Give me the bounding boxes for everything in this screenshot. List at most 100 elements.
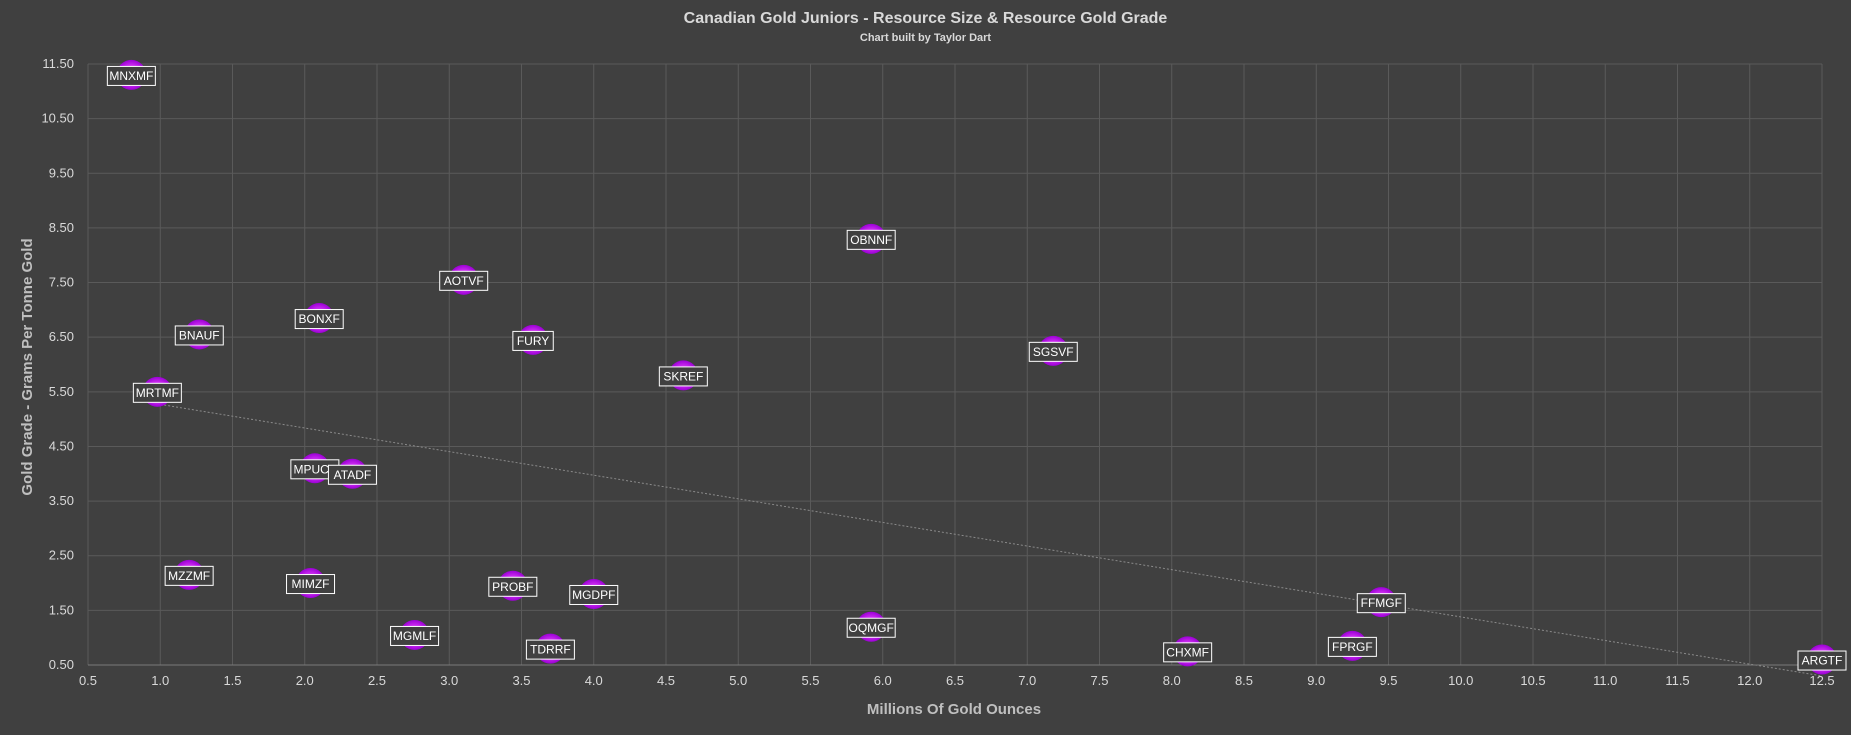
grid-lines xyxy=(87,63,1823,666)
y-tick-label: 5.50 xyxy=(49,384,74,399)
x-tick-label: 4.0 xyxy=(585,673,603,688)
x-tick-label: 1.0 xyxy=(151,673,169,688)
point-label: FFMGF xyxy=(1361,596,1402,610)
point-label: PROBF xyxy=(492,580,533,594)
trendline xyxy=(160,403,1823,677)
x-tick-label: 10.0 xyxy=(1448,673,1473,688)
x-axis-title: Millions Of Gold Ounces xyxy=(867,701,1041,718)
point-label-box xyxy=(1327,636,1377,657)
point-label-box xyxy=(846,617,896,638)
point-label-box xyxy=(846,229,896,250)
data-point: MGMLF xyxy=(390,619,440,650)
point-label-box xyxy=(488,576,538,597)
data-point: OQMGF xyxy=(846,611,896,642)
data-point: SKREF xyxy=(658,360,708,391)
point-label-box xyxy=(390,625,440,646)
point-label-box xyxy=(525,639,575,660)
point-label: TDRRF xyxy=(530,643,571,657)
point-label-box xyxy=(658,366,708,387)
y-tick-label: 0.50 xyxy=(49,657,74,672)
data-point: FFMGF xyxy=(1356,587,1406,618)
y-tick-label: 9.50 xyxy=(49,165,74,180)
y-axis-title: Gold Grade - Grams Per Tonne Gold xyxy=(19,238,36,495)
y-tick-label: 6.50 xyxy=(49,329,74,344)
point-label: MGDPF xyxy=(572,588,615,602)
data-point: TDRRF xyxy=(525,633,575,664)
point-label-box xyxy=(286,574,336,595)
data-point: AOTVF xyxy=(439,264,489,295)
data-point: MZZMF xyxy=(164,559,214,590)
x-tick-label: 6.5 xyxy=(946,673,964,688)
y-tick-label: 2.50 xyxy=(49,548,74,563)
x-tick-label: 12.5 xyxy=(1809,673,1834,688)
x-tick-label: 0.5 xyxy=(79,673,97,688)
data-point: MNXMF xyxy=(106,59,156,90)
x-tick-label: 5.5 xyxy=(801,673,819,688)
point-label: ARGTF xyxy=(1802,654,1843,668)
y-tick-label: 1.50 xyxy=(49,602,74,617)
y-tick-label: 8.50 xyxy=(49,220,74,235)
point-label: OQMGF xyxy=(849,621,894,635)
point-label: MGMLF xyxy=(393,629,436,643)
x-tick-label: 3.5 xyxy=(512,673,530,688)
point-label-box xyxy=(1163,642,1213,663)
y-tick-label: 3.50 xyxy=(49,493,74,508)
data-point: MRTMF xyxy=(132,376,182,407)
chart-subtitle: Chart built by Taylor Dart xyxy=(859,32,992,44)
point-label: MNXMF xyxy=(109,69,153,83)
x-tick-label: 2.0 xyxy=(296,673,314,688)
data-point: MGDPF xyxy=(569,578,619,609)
point-label-box xyxy=(1797,650,1847,671)
x-tick-label: 11.5 xyxy=(1665,673,1689,688)
point-label-box xyxy=(1028,341,1078,362)
axes: 0.5 1.0 1.5 2.0 2.5 3.0 3.5 4.0 4.5 5.0 5.5 6.0 6.5 7… xyxy=(41,56,1834,688)
x-tick-label: 9.0 xyxy=(1307,673,1325,688)
data-point: BONXF xyxy=(294,303,344,334)
x-tick-label: 3.0 xyxy=(440,673,458,688)
x-tick-label: 8.0 xyxy=(1163,673,1181,688)
point-label-box xyxy=(327,464,377,485)
x-tick-label: 10.5 xyxy=(1520,673,1545,688)
point-label: CHXMF xyxy=(1166,645,1209,659)
data-point: FURY xyxy=(512,324,554,355)
point-label: BNAUF xyxy=(179,328,220,342)
data-point: BNAUF xyxy=(174,319,224,350)
point-label-box xyxy=(294,309,344,330)
y-tick-label: 11.50 xyxy=(42,56,74,71)
y-tick-label: 4.50 xyxy=(49,438,74,453)
x-tick-label: 8.5 xyxy=(1235,673,1253,688)
y-tick-label: 10.50 xyxy=(41,111,74,126)
x-tick-label: 1.5 xyxy=(223,673,241,688)
point-label-box xyxy=(164,565,214,586)
data-point: MIMZF xyxy=(286,568,336,599)
x-tick-label: 7.0 xyxy=(1018,673,1036,688)
data-point: ARGTF xyxy=(1797,644,1847,675)
point-label: MIMZF xyxy=(292,577,330,591)
point-label: SKREF xyxy=(663,369,703,383)
trendline-line xyxy=(160,403,1823,677)
data-point: PROBF xyxy=(488,570,538,601)
point-label: SGSVF xyxy=(1033,345,1074,359)
x-tick-label: 7.5 xyxy=(1090,673,1108,688)
point-label: MPUCF xyxy=(294,462,337,476)
y-tick-label: 7.50 xyxy=(49,275,74,290)
x-tick-label: 5.0 xyxy=(729,673,747,688)
point-label-box xyxy=(1356,593,1406,614)
chart-title: Canadian Gold Juniors - Resource Size & … xyxy=(683,10,1168,27)
point-label: MRTMF xyxy=(136,386,179,400)
data-point: ATADF xyxy=(327,458,377,489)
point-label-box xyxy=(174,325,224,346)
point-label: BONXF xyxy=(299,312,340,326)
point-label: MZZMF xyxy=(168,569,210,583)
data-point: CHXMF xyxy=(1163,636,1213,667)
data-point: FPRGF xyxy=(1327,630,1377,661)
point-label: OBNNF xyxy=(850,233,892,247)
data-point: SGSVF xyxy=(1028,335,1078,366)
x-tick-label: 6.0 xyxy=(874,673,892,688)
x-tick-label: 9.5 xyxy=(1379,673,1397,688)
point-label: FPRGF xyxy=(1332,640,1373,654)
point-label-box xyxy=(569,584,619,605)
